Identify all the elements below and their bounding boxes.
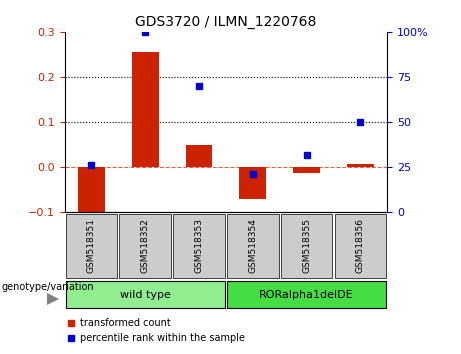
Text: wild type: wild type — [120, 290, 171, 300]
Bar — [78, 167, 105, 217]
Bar — [293, 167, 320, 173]
Text: GSM518354: GSM518354 — [248, 218, 257, 273]
Text: GSM518351: GSM518351 — [87, 218, 96, 273]
Bar — [132, 52, 159, 167]
Text: GSM518352: GSM518352 — [141, 218, 150, 273]
Bar — [119, 214, 171, 278]
Text: RORalpha1delDE: RORalpha1delDE — [259, 290, 354, 300]
Bar — [65, 281, 225, 308]
Bar — [335, 214, 386, 278]
Text: genotype/variation: genotype/variation — [1, 282, 94, 292]
Bar — [227, 214, 278, 278]
Title: GDS3720 / ILMN_1220768: GDS3720 / ILMN_1220768 — [135, 16, 317, 29]
Bar — [239, 167, 266, 199]
Text: GSM518356: GSM518356 — [356, 218, 365, 273]
Bar — [227, 281, 386, 308]
Text: GSM518353: GSM518353 — [195, 218, 203, 273]
Legend: transformed count, percentile rank within the sample: transformed count, percentile rank withi… — [64, 315, 249, 347]
Bar — [185, 145, 213, 167]
Bar — [281, 214, 332, 278]
Text: GSM518355: GSM518355 — [302, 218, 311, 273]
Bar — [65, 214, 117, 278]
Bar — [347, 164, 374, 167]
Bar — [173, 214, 225, 278]
